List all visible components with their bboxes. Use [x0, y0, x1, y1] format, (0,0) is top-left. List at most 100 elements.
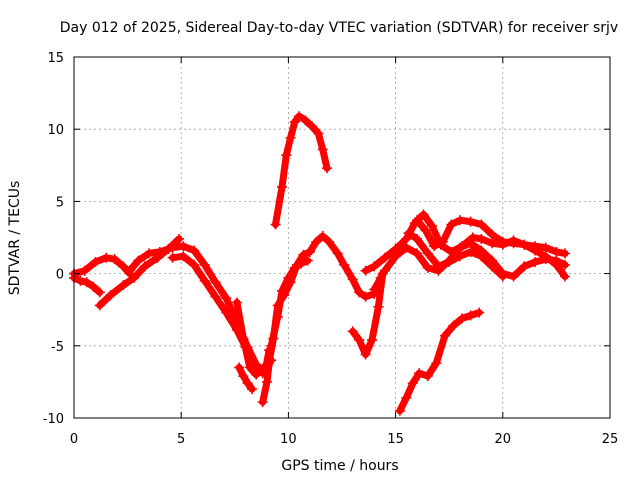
- x-tick-label: 15: [387, 432, 404, 447]
- data-point-arc-e: [210, 291, 221, 302]
- data-point-arc-h: [289, 262, 300, 273]
- data-point-arc-n: [420, 225, 431, 236]
- data-point-arc-n: [487, 229, 498, 240]
- data-point-arc-h: [296, 258, 307, 269]
- data-point-arc-c: [174, 233, 185, 244]
- data-point-arc-k: [427, 220, 438, 231]
- x-tick-label: 5: [177, 432, 185, 447]
- data-point-arc-n: [437, 236, 448, 247]
- data-point-arc-b: [118, 261, 129, 272]
- data-point-arc-m: [422, 248, 433, 259]
- x-axis-label: GPS time / hours: [281, 458, 398, 474]
- data-point-arc-f: [339, 259, 350, 270]
- data-point-arc-k: [418, 209, 429, 220]
- data-point-arc-l: [519, 261, 530, 272]
- y-tick-label: 10: [47, 123, 64, 138]
- data-point-arc-i: [294, 111, 305, 122]
- series-arc-i: [272, 112, 331, 228]
- data-point-arc-g: [242, 378, 253, 389]
- data-point-arc-a: [88, 281, 99, 292]
- data-point-arc-o: [448, 320, 459, 331]
- y-tick-label: -5: [51, 340, 64, 355]
- data-point-arc-n: [508, 238, 519, 249]
- data-point-arc-o: [465, 310, 476, 321]
- data-point-arc-o: [414, 368, 425, 379]
- data-point-arc-g: [238, 371, 249, 382]
- data-point-arc-c: [118, 280, 129, 291]
- data-point-arc-o: [394, 405, 405, 416]
- data-point-arc-d: [167, 242, 178, 253]
- data-point-arc-l: [379, 265, 390, 276]
- data-point-arc-f: [298, 249, 309, 260]
- series-arc-n: [413, 216, 569, 280]
- data-point-arc-o: [422, 371, 433, 382]
- x-tick-label: 10: [280, 432, 297, 447]
- data-point-arc-k: [476, 233, 487, 244]
- data-point-arc-c: [129, 272, 140, 283]
- data-point-arc-b: [109, 254, 120, 265]
- data-point-arc-n: [476, 219, 487, 230]
- data-point-arc-i: [276, 181, 287, 192]
- data-point-arc-j: [373, 301, 384, 312]
- data-point-arc-h: [283, 272, 294, 283]
- data-point-arc-d: [221, 293, 232, 304]
- x-tick-label: 0: [70, 432, 78, 447]
- data-point-arc-e: [189, 259, 200, 270]
- data-point-arc-h: [302, 255, 313, 266]
- data-point-arc-f: [238, 333, 249, 344]
- data-point-arc-i: [317, 144, 328, 155]
- data-series: [69, 111, 570, 416]
- data-point-arc-a: [75, 275, 86, 286]
- data-point-arc-d: [199, 259, 210, 270]
- data-point-arc-f: [354, 287, 365, 298]
- data-point-arc-d: [178, 241, 189, 252]
- data-point-arc-k: [369, 261, 380, 272]
- data-point-arc-f: [251, 369, 262, 380]
- data-point-arc-d: [210, 277, 221, 288]
- data-point-arc-f: [231, 297, 242, 308]
- data-point-arc-f: [347, 274, 358, 285]
- data-point-arc-a: [94, 287, 105, 298]
- data-point-arc-e: [221, 307, 232, 318]
- data-point-arc-k: [551, 246, 562, 257]
- data-point-arc-f: [324, 236, 335, 247]
- data-point-arc-l: [465, 238, 476, 249]
- data-point-arc-m: [487, 261, 498, 272]
- data-point-arc-k: [540, 242, 551, 253]
- data-point-arc-m: [497, 271, 508, 282]
- data-point-arc-l: [508, 271, 519, 282]
- data-point-arc-e: [167, 252, 178, 263]
- x-tick-label: 25: [602, 432, 619, 447]
- data-point-arc-l: [422, 262, 433, 273]
- data-point-arc-j: [360, 349, 371, 360]
- data-point-arc-j: [354, 335, 365, 346]
- data-point-arc-m: [403, 228, 414, 239]
- data-point-arc-o: [457, 313, 468, 324]
- data-point-arc-n: [446, 219, 457, 230]
- data-point-arc-d: [124, 265, 135, 276]
- data-point-arc-m: [454, 251, 465, 262]
- data-point-arc-c: [94, 300, 105, 311]
- data-point-arc-i: [313, 128, 324, 139]
- data-point-arc-b: [90, 257, 101, 268]
- data-point-arc-i: [306, 121, 317, 132]
- data-point-arc-n: [465, 216, 476, 227]
- data-point-arc-o: [439, 330, 450, 341]
- axis-ticks: 0 5 10 15 20 25 -10 -5 0 5 10 15: [43, 51, 619, 447]
- plot-frame: [73, 56, 611, 419]
- data-point-arc-i: [289, 116, 300, 127]
- data-point-arc-b: [101, 252, 112, 263]
- series-arc-o: [396, 309, 483, 415]
- y-axis-label: SDTVAR / TECUs: [7, 181, 23, 296]
- data-point-arc-h: [261, 376, 272, 387]
- series-arc-g: [235, 364, 256, 393]
- data-point-arc-l: [454, 242, 465, 253]
- chart-title: Day 012 of 2025, Sidereal Day-to-day VTE…: [60, 20, 618, 36]
- data-point-arc-n: [412, 215, 423, 226]
- data-point-arc-n: [529, 245, 540, 256]
- data-point-arc-d: [189, 245, 200, 256]
- grid: [74, 57, 610, 418]
- data-point-arc-n: [429, 241, 440, 252]
- data-point-arc-f: [311, 236, 322, 247]
